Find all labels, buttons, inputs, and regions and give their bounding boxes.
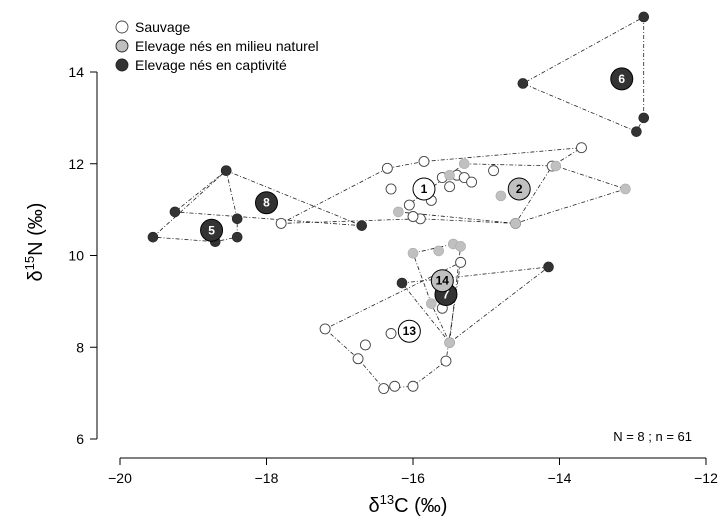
sample-size-note: N = 8 ; n = 61	[613, 429, 692, 444]
x-axis-ticks: −20 −18 −16 −14 −12	[108, 458, 718, 486]
x-tick-label: −16	[401, 470, 425, 486]
y-axis-ticks: 6 8 10 12 14	[68, 64, 97, 447]
legend-marker-farm_capt	[115, 58, 129, 72]
y-tick-label: 10	[68, 248, 84, 264]
centroid-label-1: 1	[421, 182, 428, 196]
legend-label-wild: Sauvage	[135, 19, 190, 35]
centroid-label-8: 8	[263, 196, 270, 210]
x-tick-label: −18	[255, 470, 279, 486]
centroid-group-5	[200, 218, 224, 242]
point-group-1-11	[385, 183, 397, 195]
point-group-6-3	[517, 78, 529, 89]
y-tick-label: 8	[76, 339, 84, 355]
x-tick-label: −14	[548, 470, 572, 486]
point-group-13-2	[407, 380, 419, 392]
point-group-2-2	[620, 183, 631, 195]
point-group-13-3	[389, 380, 401, 392]
point-group-14-0	[407, 247, 419, 259]
legend: Sauvage Elevage nés en milieu naturel Elev…	[115, 19, 319, 73]
point-group-1-10	[444, 181, 456, 193]
group-centroids: 1 2 5 6 7 8 13 14	[200, 67, 634, 343]
hull-group-14	[412, 243, 462, 345]
point-group-6-1	[638, 112, 650, 124]
point-group-1-15	[488, 165, 500, 177]
legend-label-farm_capt: Elevage nés en captivité	[135, 57, 287, 73]
centroid-label-5: 5	[208, 223, 215, 237]
centroid-group-13	[397, 319, 421, 343]
centroid-label-14: 14	[436, 274, 450, 288]
hull-group-5	[152, 169, 238, 243]
point-group-2-6	[444, 169, 455, 181]
centroid-group-1	[412, 177, 436, 201]
point-group-8-0	[220, 165, 232, 176]
point-group-7-0	[396, 277, 408, 289]
legend-marker-farm_wild	[115, 39, 129, 53]
point-group-5-2	[231, 231, 243, 243]
point-group-13-6	[319, 323, 331, 335]
centroid-label-7: 7	[443, 287, 450, 301]
hull-group-7	[401, 266, 550, 344]
point-group-2-1	[550, 160, 562, 172]
y-axis-title: δ15N (‰)	[22, 203, 47, 282]
point-group-14-3	[433, 245, 444, 257]
point-group-14-5	[426, 298, 437, 309]
y-tick-label: 14	[68, 64, 84, 80]
point-group-7-1	[543, 261, 554, 273]
point-group-14-2	[455, 241, 466, 252]
point-group-13-5	[352, 353, 364, 365]
y-tick-label: 6	[76, 431, 84, 447]
x-tick-label: −12	[694, 470, 718, 486]
point-group-6-2	[631, 126, 642, 137]
point-group-13-7	[359, 339, 371, 351]
centroid-label-2: 2	[516, 182, 523, 196]
point-group-2-0	[458, 158, 470, 170]
x-axis-title: δ13C (‰)	[369, 492, 448, 517]
point-group-1-0	[381, 162, 393, 174]
point-group-13-8	[385, 328, 397, 339]
point-group-1-1	[418, 156, 430, 167]
legend-marker-wild	[115, 20, 129, 34]
y-tick-label: 12	[68, 156, 84, 172]
point-group-13-0	[455, 256, 467, 268]
point-group-8-2	[169, 206, 181, 218]
point-group-5-1	[231, 213, 243, 225]
centroid-group-8	[255, 191, 278, 215]
point-group-14-4	[444, 337, 455, 348]
centroid-group-2	[507, 177, 531, 201]
point-group-5-4	[147, 231, 159, 243]
point-group-2-4	[393, 206, 404, 218]
point-group-1-6	[275, 217, 287, 229]
point-group-1-16	[407, 211, 419, 222]
x-tick-label: −20	[108, 470, 132, 486]
point-group-6-0	[638, 11, 650, 23]
point-group-2-5	[495, 190, 507, 202]
point-group-1-14	[466, 176, 478, 188]
hull-group-8	[173, 170, 362, 227]
legend-label-farm_wild: Elevage nés en milieu naturel	[135, 38, 319, 54]
point-group-2-3	[510, 218, 521, 229]
point-group-13-1	[440, 355, 452, 367]
data-points	[147, 11, 650, 394]
centroid-label-13: 13	[403, 324, 417, 338]
point-group-1-2	[576, 142, 587, 154]
point-group-1-13	[403, 199, 415, 211]
point-group-13-4	[378, 383, 390, 394]
hull-group-1	[280, 147, 582, 224]
centroid-group-6	[610, 67, 634, 91]
point-group-8-1	[356, 220, 368, 231]
centroid-label-6: 6	[618, 72, 625, 86]
centroid-group-14	[430, 269, 454, 293]
hull-group-6	[521, 16, 645, 133]
